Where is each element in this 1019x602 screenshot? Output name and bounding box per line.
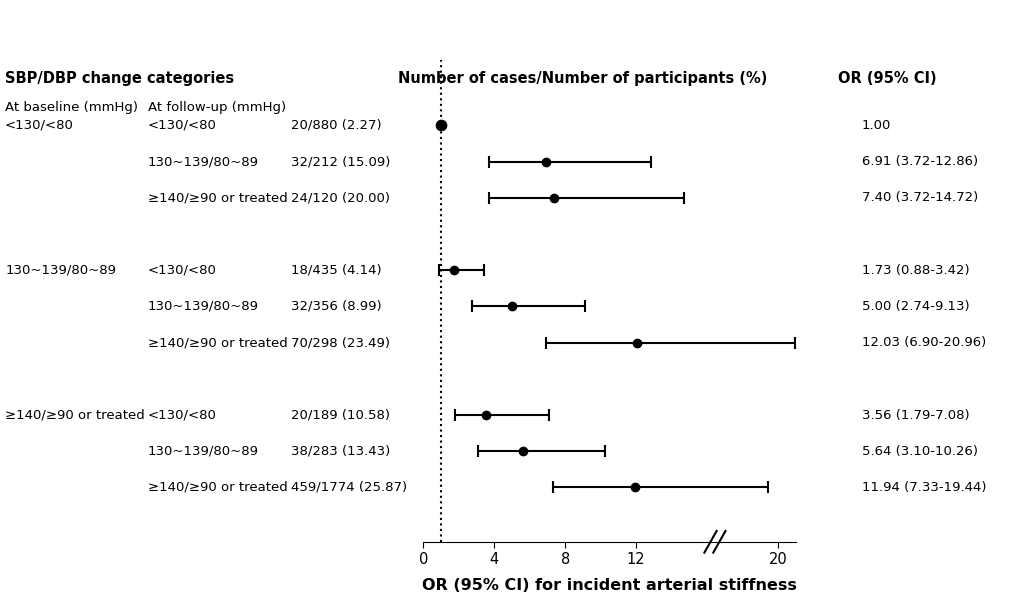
Text: At baseline (mmHg): At baseline (mmHg) — [5, 101, 138, 114]
Text: 70/298 (23.49): 70/298 (23.49) — [290, 336, 389, 349]
Text: 20/189 (10.58): 20/189 (10.58) — [290, 409, 389, 421]
Text: 1.73 (0.88-3.42): 1.73 (0.88-3.42) — [861, 264, 969, 277]
Text: 18/435 (4.14): 18/435 (4.14) — [290, 264, 381, 277]
Text: 5.64 (3.10-10.26): 5.64 (3.10-10.26) — [861, 445, 977, 458]
X-axis label: OR (95% CI) for incident arterial stiffness: OR (95% CI) for incident arterial stiffn… — [422, 579, 796, 594]
Text: 12.03 (6.90-20.96): 12.03 (6.90-20.96) — [861, 336, 985, 349]
Text: Number of cases/Number of participants (%): Number of cases/Number of participants (… — [397, 71, 766, 86]
Text: ≥140/≥90 or treated: ≥140/≥90 or treated — [148, 191, 287, 204]
Text: 130~139/80~89: 130~139/80~89 — [148, 155, 259, 168]
Text: OR (95% CI): OR (95% CI) — [838, 71, 935, 86]
Text: At follow-up (mmHg): At follow-up (mmHg) — [148, 101, 285, 114]
Text: <130/<80: <130/<80 — [5, 119, 74, 132]
Text: 38/283 (13.43): 38/283 (13.43) — [290, 445, 389, 458]
Text: <130/<80: <130/<80 — [148, 119, 217, 132]
Text: 5.00 (2.74-9.13): 5.00 (2.74-9.13) — [861, 300, 969, 313]
Point — [432, 120, 448, 130]
Text: <130/<80: <130/<80 — [148, 409, 217, 421]
Text: ≥140/≥90 or treated: ≥140/≥90 or treated — [148, 481, 287, 494]
Text: 6.91 (3.72-12.86): 6.91 (3.72-12.86) — [861, 155, 977, 168]
Text: 7.40 (3.72-14.72): 7.40 (3.72-14.72) — [861, 191, 977, 204]
Text: 32/356 (8.99): 32/356 (8.99) — [290, 300, 381, 313]
Text: SBP/DBP change categories: SBP/DBP change categories — [5, 71, 234, 86]
Text: 130~139/80~89: 130~139/80~89 — [148, 300, 259, 313]
Text: 20/880 (2.27): 20/880 (2.27) — [290, 119, 381, 132]
Text: 24/120 (20.00): 24/120 (20.00) — [290, 191, 389, 204]
Text: 3.56 (1.79-7.08): 3.56 (1.79-7.08) — [861, 409, 969, 421]
Text: <130/<80: <130/<80 — [148, 264, 217, 277]
Text: 130~139/80~89: 130~139/80~89 — [5, 264, 116, 277]
Text: ≥140/≥90 or treated: ≥140/≥90 or treated — [148, 336, 287, 349]
Text: 130~139/80~89: 130~139/80~89 — [148, 445, 259, 458]
Text: 1.00: 1.00 — [861, 119, 891, 132]
Text: 11.94 (7.33-19.44): 11.94 (7.33-19.44) — [861, 481, 985, 494]
Text: ≥140/≥90 or treated: ≥140/≥90 or treated — [5, 409, 145, 421]
Text: 459/1774 (25.87): 459/1774 (25.87) — [290, 481, 407, 494]
Text: 32/212 (15.09): 32/212 (15.09) — [290, 155, 389, 168]
